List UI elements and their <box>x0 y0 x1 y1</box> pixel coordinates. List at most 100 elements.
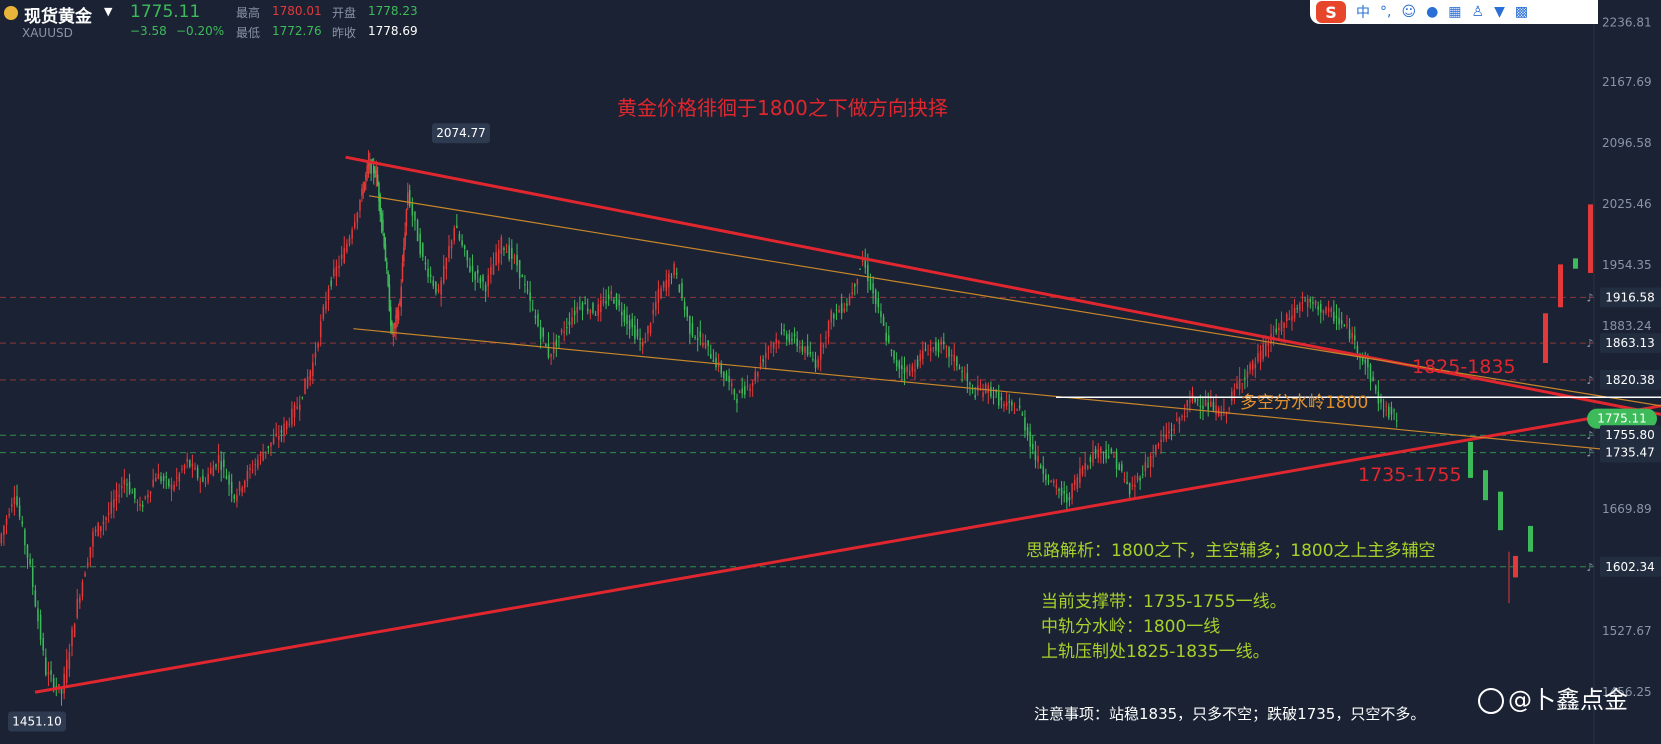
emoji-icon[interactable]: ☺ <box>1401 4 1417 20</box>
candle-body <box>404 232 406 247</box>
candle-body <box>1121 464 1123 471</box>
candle-body <box>1215 405 1217 415</box>
candle-body <box>92 531 94 547</box>
y-tick-label: 2025.46 <box>1602 197 1652 211</box>
candle-body <box>793 333 796 337</box>
candle-body <box>414 211 416 221</box>
candle-body <box>636 329 639 337</box>
candle-body <box>469 265 471 272</box>
y-tick-label: 1456.25 <box>1602 685 1652 699</box>
candle-body <box>579 307 581 309</box>
candle-body <box>809 352 812 354</box>
candle-body <box>1338 318 1340 325</box>
candle-body <box>935 342 937 351</box>
candle-body <box>877 298 880 308</box>
candle-body <box>458 233 461 240</box>
candle-body <box>1395 420 1398 422</box>
candle-body <box>382 219 384 232</box>
candle-body <box>170 484 173 490</box>
candle-body <box>707 340 709 346</box>
tb-chinese[interactable]: 中 <box>1356 5 1370 21</box>
tb-punct[interactable]: °, <box>1380 4 1392 20</box>
grid-icon[interactable]: ▩ <box>1514 4 1529 20</box>
candle-body <box>529 292 531 301</box>
candle-body <box>1335 315 1338 319</box>
candle-body <box>400 286 402 308</box>
candle-body <box>1225 413 1228 415</box>
candle-body <box>322 306 325 319</box>
candle-body <box>189 460 191 467</box>
candle-body <box>1196 399 1199 401</box>
sogou-logo-icon[interactable]: S <box>1316 1 1346 23</box>
keyboard-icon[interactable]: ▦ <box>1448 4 1462 20</box>
candle-body <box>1280 320 1283 332</box>
candle-body <box>340 254 343 259</box>
candle-body <box>770 345 772 347</box>
candle-body <box>610 291 613 295</box>
candle-body <box>141 504 144 507</box>
chevron-down-icon[interactable]: ▼ <box>104 5 113 18</box>
candle-body <box>696 338 699 340</box>
candle-body <box>34 590 37 607</box>
current-price-tag-box <box>1587 408 1657 429</box>
candle-body <box>325 301 327 310</box>
resistance-text: 上轨压制处1825-1835一线。 <box>1041 642 1270 662</box>
candle-body <box>573 310 576 316</box>
candle-body <box>432 280 435 287</box>
candle-body <box>0 533 3 544</box>
candle-body <box>762 359 764 362</box>
candle-body <box>940 340 942 345</box>
candle-body <box>366 165 368 174</box>
candle-body <box>864 260 867 268</box>
shirt-icon[interactable]: ▼ <box>1494 4 1505 20</box>
candle-body <box>613 299 615 304</box>
candle-body <box>791 339 793 341</box>
candle-body <box>280 430 283 433</box>
y-tick-label: 2167.69 <box>1602 75 1652 89</box>
candle-body <box>1094 449 1097 454</box>
candle-body <box>649 323 652 334</box>
candle-body <box>1382 409 1385 411</box>
candle-body <box>1126 481 1128 484</box>
candle-body <box>937 342 940 353</box>
candle-body <box>123 479 126 485</box>
candle-body <box>639 337 641 340</box>
candle-body <box>581 303 584 311</box>
candle-body <box>1089 457 1092 462</box>
mic-icon[interactable]: ● <box>1426 4 1439 20</box>
y-tick-label: 1883.24 <box>1602 319 1652 333</box>
candle-body <box>1293 308 1296 319</box>
bell-icon: ♪ <box>1586 447 1593 460</box>
candle-body <box>5 518 8 525</box>
candle-body <box>702 343 704 346</box>
candle-body <box>236 494 238 502</box>
candle-body <box>764 352 767 358</box>
candle-body <box>81 581 84 597</box>
user-icon[interactable]: ♙ <box>1471 4 1485 20</box>
instrument-name[interactable]: 现货黄金 <box>24 7 92 27</box>
candle-body <box>196 467 199 478</box>
candle-body <box>869 278 872 290</box>
candle-body <box>257 459 259 468</box>
candle-body <box>683 301 686 310</box>
candle-body <box>1385 406 1387 408</box>
candle-body <box>1343 324 1346 326</box>
candle-body <box>958 367 961 369</box>
candle-body <box>461 240 463 246</box>
candle-body <box>312 362 314 376</box>
candle-body <box>338 265 340 268</box>
candle-body <box>233 495 236 499</box>
candle-body <box>662 282 665 288</box>
candle-body <box>165 476 168 478</box>
candle-body <box>686 307 688 317</box>
candle-body <box>1011 401 1013 406</box>
candle-body <box>725 373 728 381</box>
candle-body <box>1340 320 1343 324</box>
candle-body <box>442 265 445 284</box>
candle-body <box>1388 406 1390 418</box>
candle-body <box>270 442 272 447</box>
candle-body <box>1372 376 1374 381</box>
candle-body <box>1228 408 1230 410</box>
candle-body <box>948 347 950 357</box>
